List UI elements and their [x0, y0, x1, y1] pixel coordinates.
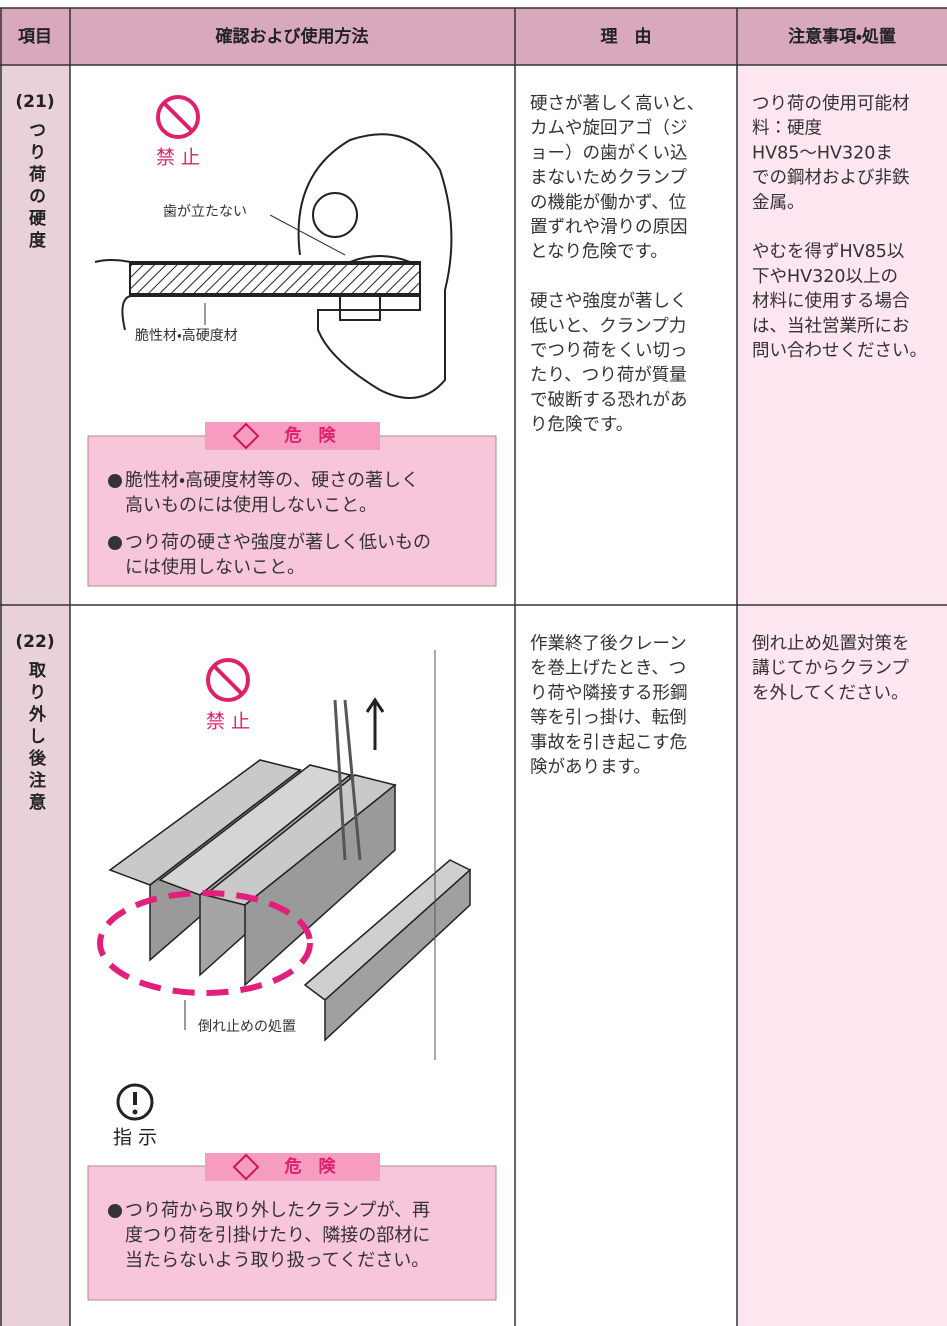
reason-text: で破断する恐れがあ — [530, 390, 688, 410]
reason-text: となり危険です。 — [530, 242, 668, 262]
item-column-bg — [0, 65, 70, 1326]
clamp-illustration — [94, 133, 453, 399]
item-number: (22) — [15, 632, 54, 652]
reason-text: 置ずれや滑りの原因 — [530, 218, 688, 238]
reason-text: 等を引っ掛け、転倒 — [530, 708, 687, 728]
danger-text: つり荷から取り外したクランプが、再 — [125, 1200, 430, 1221]
note-text: 金属。 — [752, 193, 805, 213]
note-text: やむを得ずHV85以 — [752, 242, 904, 262]
reason-text: たり、つり荷が質量 — [530, 366, 687, 386]
notes-column-bg — [737, 65, 947, 1326]
item-label: つり荷の硬度 — [25, 121, 46, 253]
reason-text: 低いと、クランプ力 — [530, 316, 686, 336]
illustration-label: 脆性材・高硬度材 — [135, 327, 238, 344]
danger-box — [87, 1165, 497, 1301]
note-text: での鋼材および非鉄 — [752, 168, 910, 188]
illustration-label: 歯が立たない — [163, 204, 247, 220]
reason-text: でつり荷をくい切っ — [530, 341, 688, 361]
header-cell: 確認および使用方法 — [216, 26, 369, 47]
bullet — [108, 536, 122, 550]
reason-text: り荷や隣接する形鋼 — [530, 683, 688, 703]
note-text: HV85～HV320ま — [752, 143, 893, 163]
item-number: (21) — [15, 92, 54, 112]
prohibit-label: 禁 止 — [156, 147, 200, 169]
reason-text: カムや旋回アゴ（ジ — [530, 118, 688, 139]
table-grid — [0, 7, 947, 1326]
beam-illustration — [108, 650, 472, 1060]
danger-text: 高いものには使用しないこと。 — [125, 495, 377, 516]
prohibit-label: 禁 止 — [206, 711, 250, 733]
reason-text: り危険です。 — [530, 415, 633, 435]
reason-text: 作業終了後クレーン — [530, 634, 687, 654]
note-text: 料：硬度 — [752, 119, 822, 139]
danger-text: 脆性材・高硬度材等の、硬さの著しく — [125, 470, 419, 491]
item-label: 取り外し後注意 — [25, 661, 47, 815]
danger-text: つり荷の硬さや強度が著しく低いもの — [125, 532, 431, 553]
header-cell: 理 由 — [601, 26, 652, 47]
note-text: 問い合わせください。 — [752, 341, 927, 361]
note-text: つり荷の使用可能材 — [752, 93, 910, 114]
note-text: 講じてからクランプ — [752, 659, 909, 679]
note-text: を外してください。 — [752, 683, 908, 703]
reason-text: 硬さが著しく高いと、 — [530, 94, 704, 114]
danger-title: 危 険 — [284, 1156, 337, 1177]
prohibit-icon — [156, 95, 200, 139]
note-text: は、当社営業所にお — [752, 316, 910, 336]
instruction-icon — [116, 1083, 154, 1121]
danger-icon — [232, 422, 260, 1181]
note-text: 材料に使用する場合 — [752, 291, 910, 312]
reason-text: まないためクランプ — [530, 168, 687, 188]
prohibit-icon — [206, 658, 250, 702]
instruction-label: 指 示 — [113, 1127, 157, 1149]
danger-text: 当たらないよう取り扱ってください。 — [125, 1250, 429, 1271]
reason-text: 険があります。 — [530, 758, 651, 778]
lift-arrow — [365, 697, 385, 750]
reason-text: ョー）の歯がくい込 — [530, 143, 688, 163]
leader-line — [269, 214, 346, 256]
bullet — [108, 1204, 122, 1218]
header-cell: 項目 — [18, 27, 52, 47]
reason-text: を巻上げたとき、つ — [530, 659, 686, 679]
bullet — [108, 474, 122, 488]
note-text: 下やHV320以上の — [752, 267, 898, 287]
illustration-label: 倒れ止めの処置 — [198, 1019, 296, 1035]
reason-text: 硬さや強度が著しく — [530, 292, 688, 312]
reason-text: の機能が働かず、位 — [530, 193, 686, 213]
header-cell: 注意事項・処置 — [788, 26, 896, 47]
dashed-highlight — [97, 890, 313, 996]
danger-text: 度つり荷を引掛けたり、隣接の部材に — [125, 1225, 430, 1246]
header-bg — [0, 8, 947, 65]
danger-title: 危 険 — [284, 425, 337, 446]
danger-text: には使用しないこと。 — [125, 557, 305, 578]
note-text: 倒れ止め処置対策を — [752, 634, 910, 654]
reason-text: 事故を引き起こす危 — [530, 733, 687, 753]
